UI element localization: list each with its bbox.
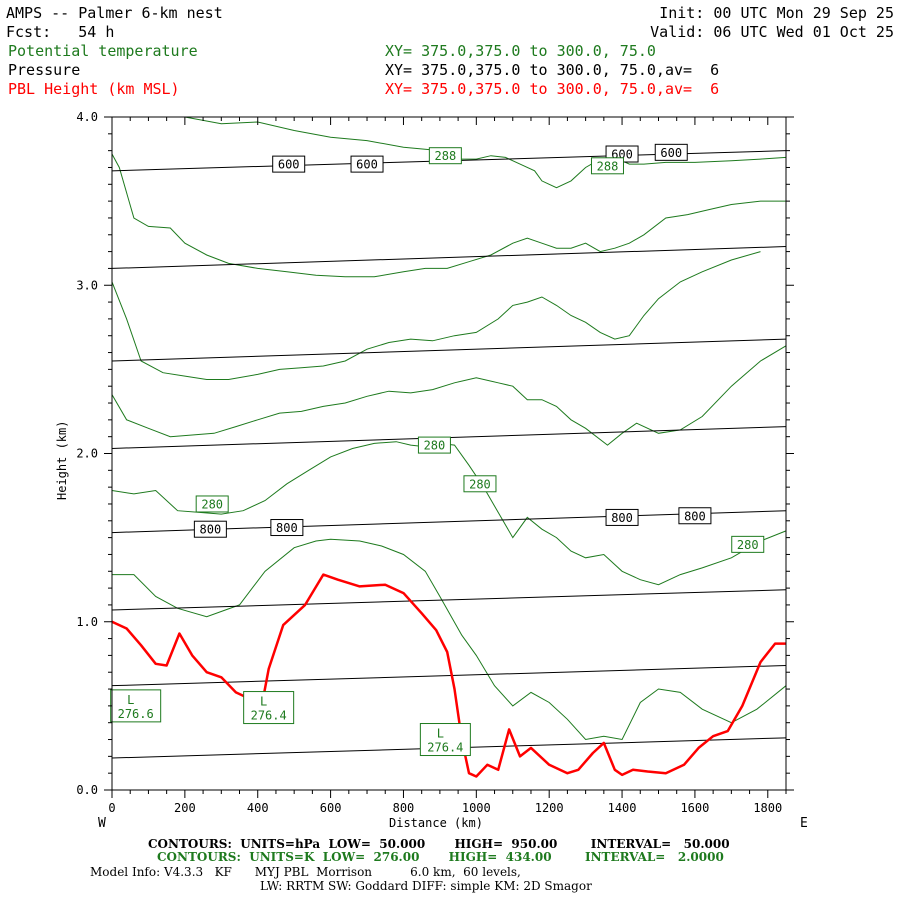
theta-label: 280 <box>201 497 223 511</box>
y-tick-label: 0.0 <box>76 783 98 797</box>
pressure-contour-650 <box>111 246 787 269</box>
low-letter: L <box>437 727 444 741</box>
pressure-label: 800 <box>276 521 298 535</box>
y-tick-label: 1.0 <box>76 615 98 629</box>
x-tick-label: 1000 <box>462 801 491 815</box>
theta-contour-line <box>112 538 787 741</box>
x-axis-label: Distance (km) <box>389 816 483 830</box>
west-label: W <box>98 816 106 831</box>
theta-label: 280 <box>469 477 491 491</box>
pressure-contour-850 <box>111 589 787 611</box>
pressure-label: 600 <box>660 146 682 160</box>
x-tick-label: 1800 <box>753 801 782 815</box>
x-tick-label: 200 <box>174 801 196 815</box>
y-axis-label: Height (km) <box>55 420 69 500</box>
theta-label-box <box>417 436 451 454</box>
theta-label-box <box>731 535 765 553</box>
theta-contour-line <box>184 116 787 189</box>
y-tick-label: 3.0 <box>76 278 98 292</box>
low-letter: L <box>127 693 134 707</box>
low-box <box>110 689 162 723</box>
theta-contour-line <box>111 251 761 380</box>
field-xy-pbl: XY= 375.0,375.0 to 300.0, 75.0,av= 6 <box>385 80 720 98</box>
x-tick-label: 1400 <box>608 801 637 815</box>
pressure-label-box <box>350 155 384 173</box>
east-label: E <box>800 816 808 831</box>
pressure-label: 600 <box>278 158 300 172</box>
theta-label: 280 <box>424 439 446 453</box>
theta-contours <box>111 116 787 741</box>
field-name-pbl: PBL Height (km MSL) <box>8 80 180 98</box>
x-tick-label: 800 <box>393 801 415 815</box>
pressure-label: 600 <box>356 158 378 172</box>
footer-model-info: Model Info: V4.3.3 KF MYJ PBL Morrison 6… <box>90 865 521 879</box>
theta-contour-line <box>111 345 787 446</box>
x-tick-label: 600 <box>320 801 342 815</box>
theta-contour-line <box>111 153 786 278</box>
footer-pressure-contours: CONTOURS: UNITS=hPa LOW= 50.000 HIGH= 95… <box>148 837 730 851</box>
x-tick-label: 400 <box>247 801 269 815</box>
theta-label-box <box>463 475 497 493</box>
field-xy-theta: XY= 375.0,375.0 to 300.0, 75.0 <box>385 42 656 60</box>
theta-label-box <box>428 147 462 165</box>
footer-physics: LW: RRTM SW: Goddard DIFF: simple KM: 2D… <box>260 879 592 893</box>
pressure-label-box <box>654 143 688 161</box>
pressure-label: 800 <box>200 523 222 537</box>
low-letter: L <box>260 695 267 709</box>
y-tick-label: 2.0 <box>76 447 98 461</box>
field-xy-pressure: XY= 375.0,375.0 to 300.0, 75.0,av= 6 <box>385 61 720 79</box>
pressure-label-box <box>270 519 304 537</box>
y-tick-label: 4.0 <box>76 110 98 124</box>
pressure-contour-900 <box>111 664 787 687</box>
theta-label-box <box>195 495 229 513</box>
pressure-label: 800 <box>611 511 633 525</box>
forecast-hour: Fcst: 54 h <box>6 23 115 41</box>
theta-label: 280 <box>737 538 759 552</box>
pressure-contour-700 <box>111 338 787 362</box>
low-value: 276.4 <box>427 741 463 755</box>
low-value: 276.4 <box>251 709 287 723</box>
x-tick-label: 1200 <box>535 801 564 815</box>
pressure-label-box <box>678 507 712 525</box>
theta-label: 288 <box>597 159 619 173</box>
pressure-label-box <box>193 520 227 538</box>
field-name-pressure: Pressure <box>8 61 81 79</box>
pbl-height-line <box>111 573 786 778</box>
x-tick-label: 0 <box>108 801 115 815</box>
valid-time: Valid: 06 UTC Wed 01 Oct 25 <box>650 23 894 41</box>
low-box <box>419 723 471 757</box>
footer-theta-contours: CONTOURS: UNITS=K LOW= 276.00 HIGH= 434.… <box>157 850 724 864</box>
pressure-label-box <box>272 155 306 173</box>
theta-contour-line <box>111 441 787 586</box>
model-title: AMPS -- Palmer 6-km nest <box>6 4 223 22</box>
init-time: Init: 00 UTC Mon 29 Sep 25 <box>659 4 894 22</box>
pbl-series <box>111 573 786 778</box>
pressure-label: 800 <box>684 509 706 523</box>
theta-label-box <box>590 157 624 175</box>
axes: 0 200 400 600 800 1000 1200 1400 1600 1800 0.0 1.0 2… <box>76 110 794 815</box>
theta-label: 288 <box>435 149 457 163</box>
low-box <box>243 691 295 725</box>
x-tick-label: 1600 <box>680 801 709 815</box>
pressure-label-box <box>605 508 639 526</box>
low-value: 276.6 <box>118 707 154 721</box>
field-name-theta: Potential temperature <box>8 42 198 60</box>
